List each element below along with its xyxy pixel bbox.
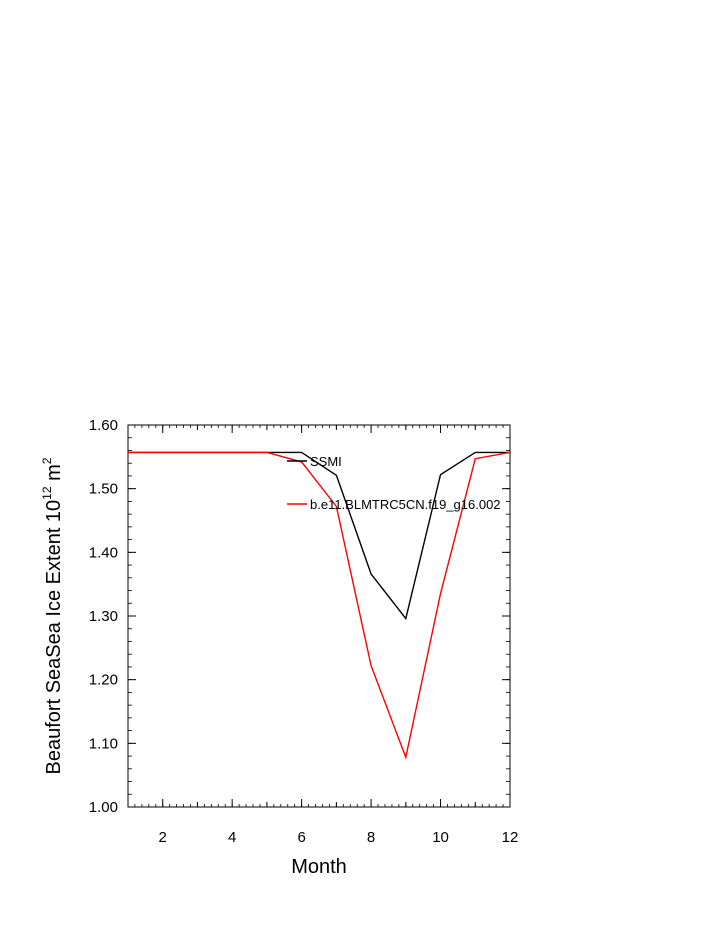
plot-frame (127, 424, 511, 808)
y-axis-title-exp2: 2 (40, 457, 54, 464)
y-axis-title-exp1: 12 (40, 486, 54, 500)
legend-label: b.e11.BLMTRC5CN.f19_g16.002 (310, 497, 501, 512)
y-axis-title-unit: m (43, 464, 65, 486)
series-line-ssmi (128, 451, 510, 621)
x-tick-label: 2 (159, 829, 167, 846)
y-tick-label: 1.20 (89, 672, 118, 689)
legend: SSMI b.e11.BLMTRC5CN.f19_g16.002 (287, 454, 501, 512)
y-tick-label: 1.00 (89, 799, 118, 816)
series-lines (128, 451, 511, 760)
plot-area: 1.00 1.10 1.20 1.30 1.40 1.50 1.60 2 4 6 8 10 12 SS… (89, 417, 519, 846)
y-axis-title-main: Beaufort SeaSea Ice Extent 10 (43, 500, 65, 775)
y-tick-label: 1.30 (89, 608, 118, 625)
y-tick-label: 1.10 (89, 735, 118, 752)
x-tick-label: 6 (297, 829, 305, 846)
x-tick-label: 4 (228, 829, 236, 846)
series-line-model (128, 451, 511, 760)
x-tick-labels: 2 4 6 8 10 12 (159, 829, 519, 846)
x-tick-label: 8 (367, 829, 375, 846)
legend-label: SSMI (310, 454, 342, 469)
y-tick-label: 1.40 (89, 544, 118, 561)
x-axis-title: Month (291, 856, 347, 878)
y-tick-labels: 1.00 1.10 1.20 1.30 1.40 1.50 1.60 (89, 417, 118, 816)
x-tick-label: 12 (502, 829, 519, 846)
x-tick-label: 10 (432, 829, 449, 846)
axis-ticks (127, 424, 511, 808)
y-axis-title: Beaufort SeaSea Ice Extent 1012 m2 (40, 457, 65, 774)
y-tick-label: 1.50 (89, 481, 118, 498)
y-tick-label: 1.60 (89, 417, 118, 434)
